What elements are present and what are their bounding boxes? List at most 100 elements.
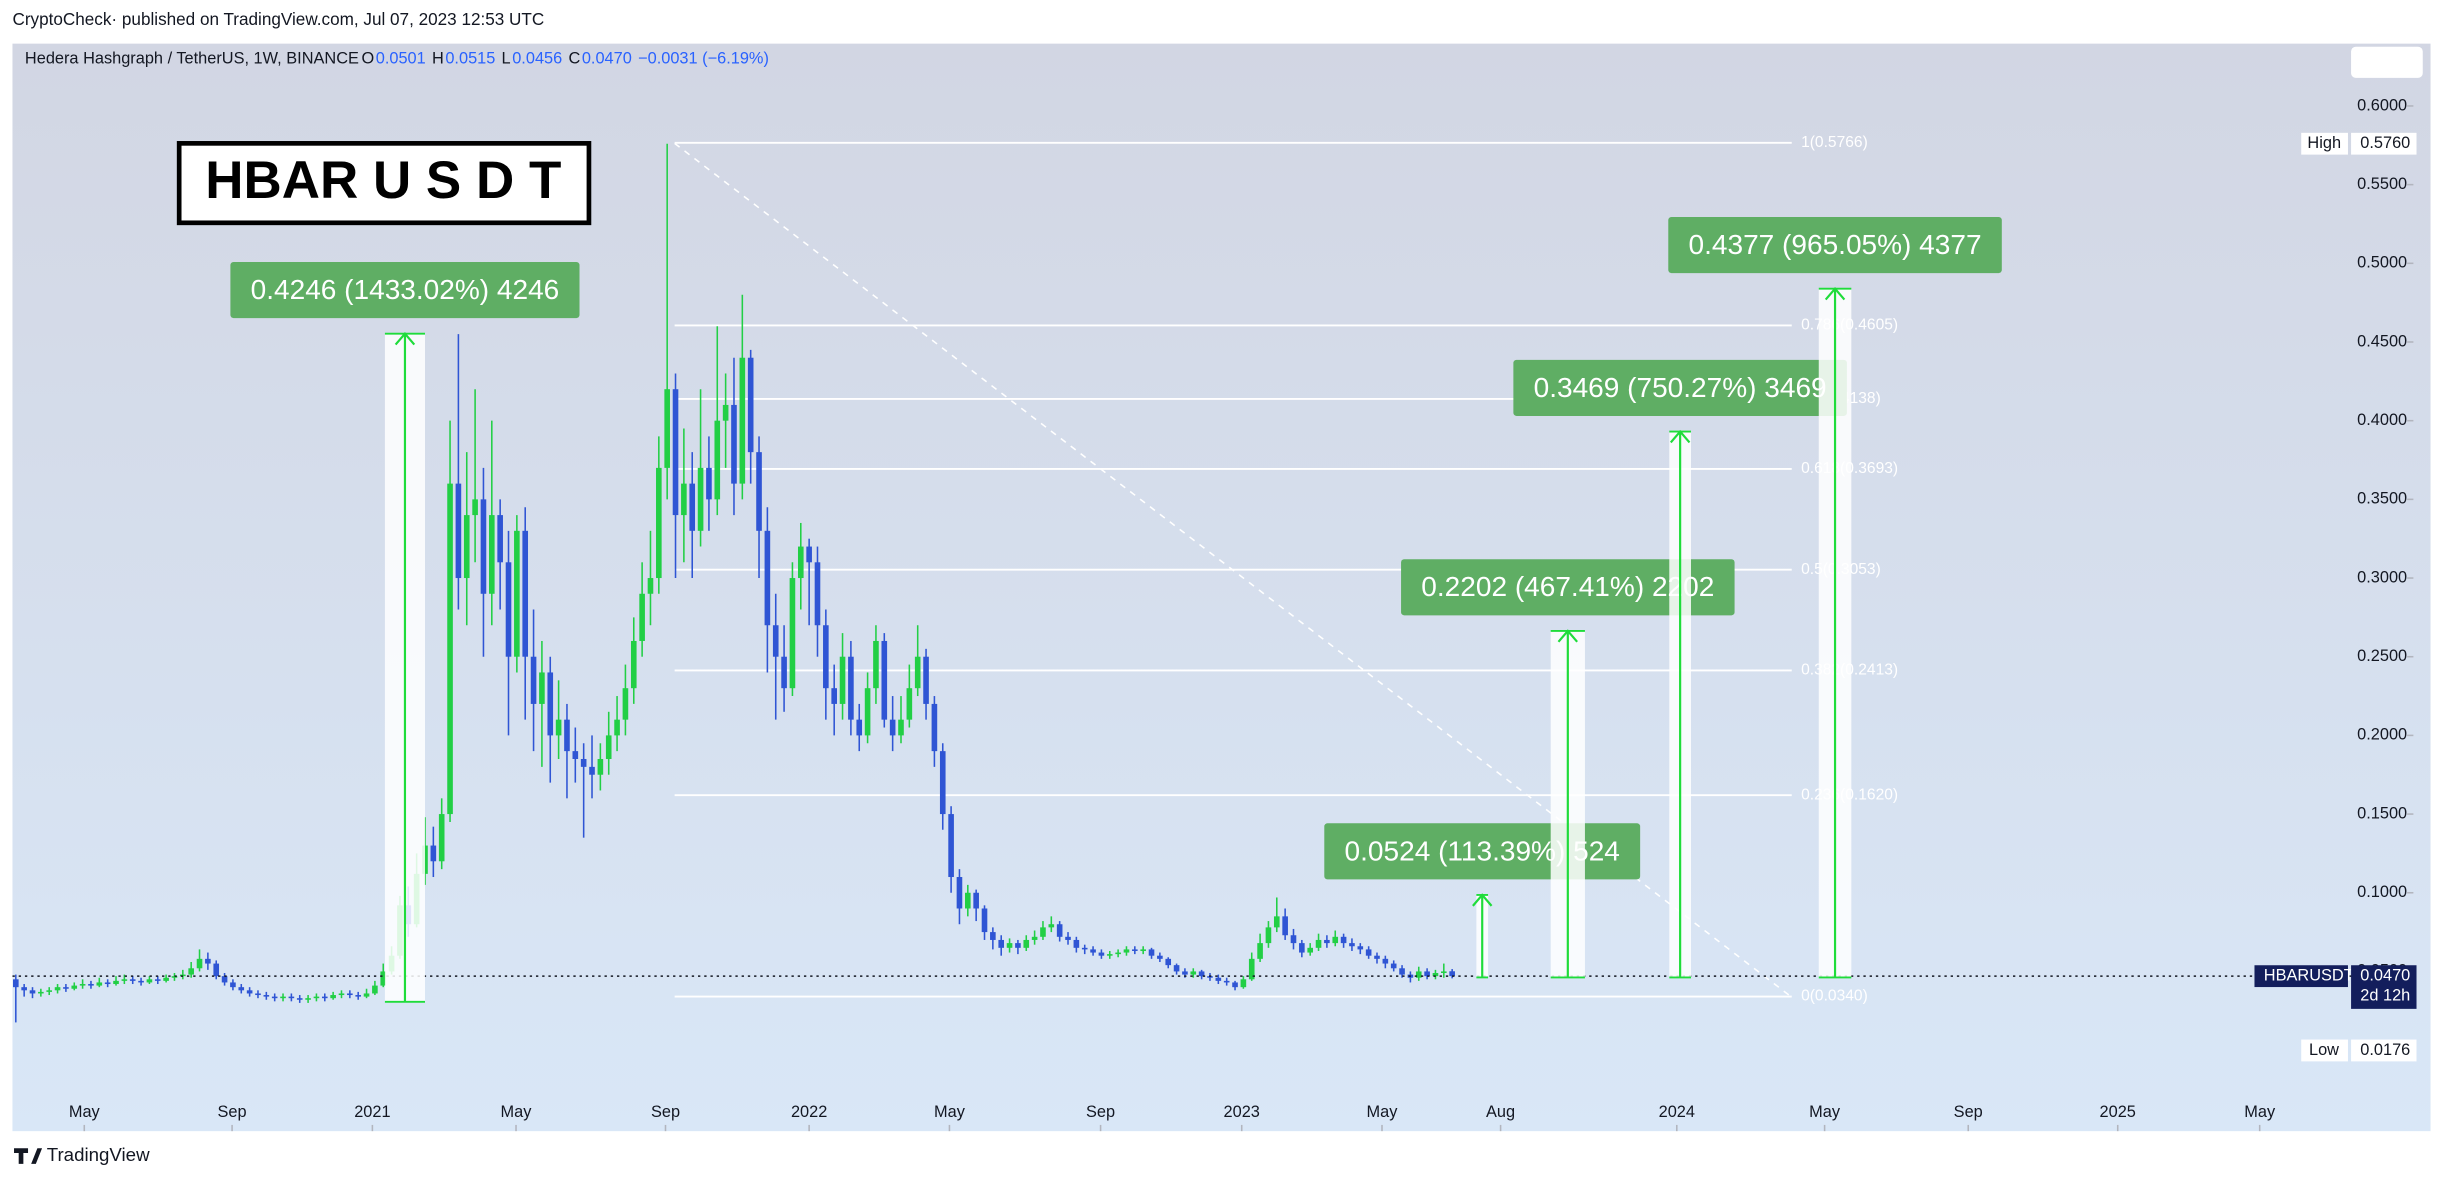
- measure-label: 0.4377 (965.05%) 4377: [1689, 229, 1982, 260]
- candle-body: [271, 996, 278, 999]
- last-value: 0.0470: [2360, 966, 2410, 984]
- candle-body: [580, 758, 587, 767]
- ohlc-value: 0.0470: [582, 50, 632, 68]
- candle-body: [998, 939, 1005, 948]
- x-tick-label: May: [1809, 1103, 1841, 1121]
- candle-body: [1257, 943, 1263, 959]
- candle-body: [1449, 971, 1455, 977]
- published-note: CryptoCheck· published on TradingView.co…: [12, 9, 544, 29]
- candle-body: [13, 979, 19, 988]
- candle-body: [1040, 927, 1046, 937]
- candle-body: [823, 625, 829, 689]
- candle-body: [321, 996, 328, 999]
- candle-body: [46, 990, 53, 992]
- candle-body: [463, 515, 470, 579]
- candle-body: [438, 814, 445, 862]
- candle-body: [255, 993, 261, 996]
- candle-body: [514, 530, 520, 657]
- candle-body: [1273, 916, 1280, 928]
- ohlc-value: 0.0501: [376, 50, 426, 68]
- candle-body: [864, 688, 871, 736]
- candle-body: [1215, 977, 1222, 981]
- symbol: Hedera Hashgraph / TetherUS, 1W, BINANCE: [25, 50, 359, 68]
- chart-title: HBAR U S D T: [205, 151, 561, 210]
- candle-body: [280, 996, 286, 999]
- candle-body: [447, 483, 453, 815]
- candle-body: [1332, 936, 1339, 944]
- fib-label: 0(0.0340): [1801, 988, 1868, 1005]
- candle-body: [330, 995, 336, 999]
- candle-body: [547, 672, 554, 736]
- x-tick-label: 2022: [791, 1103, 827, 1121]
- measure-label: 0.3469 (750.27%) 3469: [1534, 372, 1827, 403]
- candle-body: [906, 688, 913, 720]
- candle-body: [79, 984, 86, 986]
- candle-body: [756, 452, 762, 531]
- candle-body: [1315, 939, 1322, 948]
- x-tick-label: 2021: [354, 1103, 390, 1121]
- candle-body: [1190, 971, 1197, 975]
- low-value-box: [2351, 1039, 2417, 1062]
- candle-body: [38, 991, 44, 994]
- measure-label-box: [1401, 559, 1735, 616]
- candle-body: [806, 546, 812, 563]
- candle-body: [230, 982, 236, 988]
- candle-body: [731, 404, 737, 484]
- candle-body: [898, 719, 904, 736]
- y-tick-label: 0.3000: [2357, 568, 2407, 586]
- candle-body: [121, 979, 128, 981]
- candle-body: [848, 656, 854, 720]
- candle-body: [171, 976, 178, 978]
- candle-body: [697, 467, 704, 531]
- candle-body: [380, 971, 387, 986]
- toolbar-button[interactable]: [2351, 46, 2423, 78]
- candle-body: [605, 735, 612, 759]
- footer-logo: TradingView: [14, 1144, 150, 1165]
- candle-body: [1165, 958, 1172, 966]
- candle-body: [1240, 979, 1247, 988]
- x-tick-label: Aug: [1486, 1103, 1515, 1121]
- candle-body: [681, 483, 687, 516]
- fib-label: 1(0.5766): [1801, 134, 1868, 151]
- candle-body: [221, 976, 228, 983]
- candle-body: [1265, 927, 1272, 944]
- candle-body: [1182, 971, 1188, 975]
- candle-body: [29, 990, 36, 994]
- high-name-box: [2301, 132, 2348, 155]
- y-tick-label: 0.5000: [2357, 254, 2407, 272]
- last-name-box: [2254, 965, 2348, 988]
- candle-body: [63, 987, 69, 989]
- candle-body: [305, 998, 311, 1000]
- candle-body: [372, 985, 378, 994]
- candle-body: [1324, 939, 1330, 944]
- candle-body: [1441, 971, 1447, 974]
- candle-body: [555, 719, 562, 736]
- measure-label: 0.4246 (1433.02%) 4246: [251, 274, 560, 305]
- candle-body: [1157, 955, 1163, 959]
- candle-body: [489, 515, 495, 594]
- low-name-box: [2301, 1039, 2348, 1062]
- candle-body: [965, 892, 971, 909]
- candle-body: [347, 993, 353, 996]
- ohlc-key: O: [361, 50, 374, 68]
- x-tick-label: May: [1367, 1103, 1399, 1121]
- y-tick-label: 0.1500: [2357, 804, 2407, 822]
- candle-body: [54, 987, 61, 991]
- high-name: High: [2307, 134, 2341, 152]
- candles-layer: [12, 143, 2408, 1023]
- candle-body: [1148, 949, 1155, 956]
- candle-body: [572, 751, 579, 759]
- last-value-box: [2351, 965, 2417, 1009]
- x-tick-label: May: [2244, 1103, 2276, 1121]
- candle-body: [564, 719, 570, 752]
- candle-body: [21, 987, 27, 991]
- y-tick-label: 0.4000: [2357, 411, 2407, 429]
- y-tick-label: 0.2500: [2357, 647, 2407, 665]
- candle-body: [1048, 924, 1055, 928]
- candle-body: [1382, 958, 1389, 964]
- candle-body: [1424, 971, 1430, 977]
- candle-body: [355, 995, 361, 997]
- candle-body: [1031, 936, 1038, 940]
- candle-body: [1098, 952, 1105, 956]
